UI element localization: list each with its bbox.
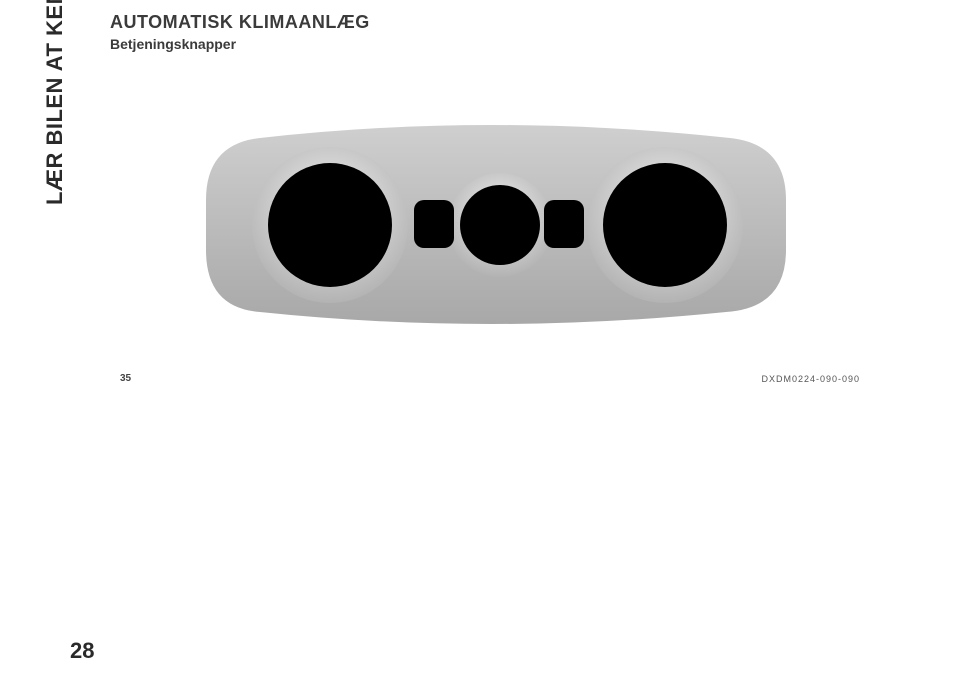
center-cluster <box>448 173 552 277</box>
climate-control-figure: A/C 28.0°c MAX A/C AUTO <box>110 60 870 390</box>
svg-text:MAX: MAX <box>556 237 572 244</box>
figure-number: 35 <box>120 373 131 384</box>
max-ac-label: MAX A/C <box>312 266 349 276</box>
svg-text:MAX: MAX <box>426 237 442 244</box>
figure-code: DXDM0224-090-090 <box>761 374 860 384</box>
ac-label: A/C <box>321 168 339 180</box>
fan-dial: AUTO <box>587 147 743 303</box>
temperature-dial: A/C 28.0°c MAX A/C <box>252 147 408 303</box>
sidebar-section-label: LÆR BILEN AT KENDE <box>42 0 68 205</box>
auto-label: AUTO <box>650 168 681 180</box>
max-def-button: MAX <box>414 200 454 248</box>
rear-defrost-button: MAX <box>544 200 584 248</box>
page-number: 28 <box>70 638 94 664</box>
temperature-readout: 28.0°c <box>296 214 364 236</box>
section-subtitle: Betjeningsknapper <box>110 36 236 52</box>
manual-page: LÆR BILEN AT KENDE AUTOMATISK KLIMAANLÆG… <box>0 0 960 678</box>
climate-panel-svg: A/C 28.0°c MAX A/C AUTO <box>110 60 870 390</box>
section-title: AUTOMATISK KLIMAANLÆG <box>110 12 370 33</box>
